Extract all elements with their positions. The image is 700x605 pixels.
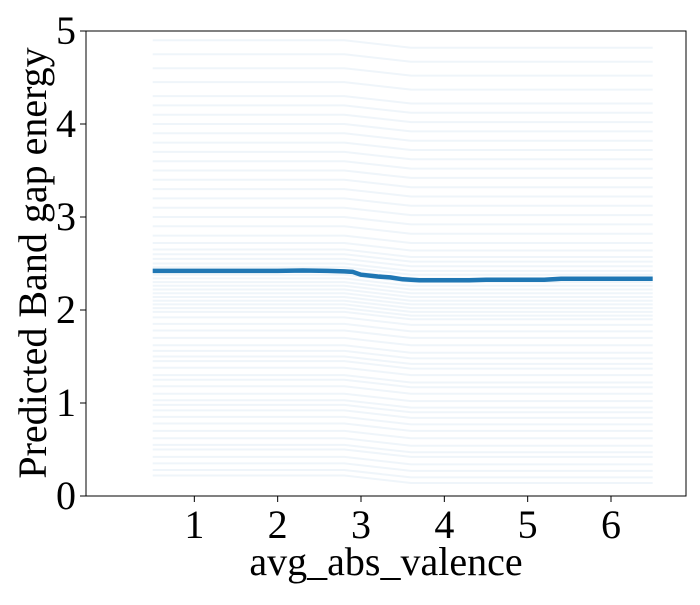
individual-line: [152, 366, 653, 377]
individual-line: [152, 429, 653, 440]
individual-line: [152, 81, 653, 91]
individual-line: [152, 322, 653, 333]
x-tick-label: 2: [268, 502, 288, 547]
individual-line: [152, 292, 653, 302]
individual-line: [152, 197, 653, 207]
individual-line: [152, 266, 653, 276]
individual-line: [152, 178, 653, 189]
individual-line: [152, 225, 653, 235]
average-line-layer: [152, 268, 653, 283]
individual-line: [152, 253, 653, 263]
ice-lines-layer: [152, 39, 653, 484]
x-tick-label: 5: [518, 502, 538, 547]
individual-line: [152, 150, 653, 161]
x-tick-label: 6: [601, 502, 621, 547]
x-tick-label: 1: [184, 502, 204, 547]
individual-line: [152, 349, 653, 360]
individual-line: [152, 95, 653, 105]
individual-line: [152, 462, 653, 472]
individual-line: [152, 281, 653, 291]
individual-line: [152, 242, 653, 252]
individual-line: [152, 257, 653, 268]
y-ticks-layer: 0 1 2 3 4 5: [56, 8, 86, 518]
y-tick-label: 3: [56, 194, 76, 239]
individual-line: [152, 374, 653, 384]
individual-line: [152, 329, 653, 339]
x-ticks-layer: 1 2 3 4 5 6: [184, 496, 621, 547]
individual-line: [152, 399, 653, 409]
individual-line: [152, 355, 653, 365]
individual-line: [152, 415, 653, 426]
individual-line: [152, 455, 653, 466]
y-tick-label: 4: [56, 101, 76, 146]
individual-line: [152, 160, 653, 170]
individual-line: [152, 360, 653, 370]
individual-line: [152, 303, 653, 313]
individual-line: [152, 437, 653, 447]
x-tick-label: 4: [434, 502, 454, 547]
y-tick-label: 5: [56, 8, 76, 53]
individual-line: [152, 67, 653, 77]
individual-line: [152, 448, 653, 458]
individual-line: [152, 216, 653, 226]
individual-line: [152, 113, 653, 124]
individual-line: [152, 385, 653, 395]
individual-line: [152, 132, 653, 142]
individual-line: [152, 169, 653, 179]
individual-line: [152, 403, 653, 414]
individual-line: [152, 443, 653, 454]
individual-line: [152, 392, 653, 403]
individual-line: [152, 307, 653, 317]
individual-line: [152, 234, 653, 244]
individual-line: [152, 206, 653, 217]
individual-line: [152, 422, 653, 432]
individual-line: [152, 299, 653, 310]
individual-line: [152, 188, 653, 198]
individual-line: [152, 310, 653, 321]
individual-line: [152, 474, 653, 484]
x-tick-label: 3: [351, 502, 371, 547]
individual-line: [152, 123, 653, 133]
individual-line: [152, 296, 653, 306]
individual-line: [152, 39, 653, 49]
individual-line: [152, 316, 653, 326]
individual-line: [152, 141, 653, 151]
x-axis-label: avg_abs_valence: [249, 539, 522, 584]
individual-line: [152, 284, 653, 295]
individual-line: [152, 288, 653, 298]
y-tick-label: 0: [56, 473, 76, 518]
average-line: [152, 268, 653, 283]
individual-line: [152, 344, 653, 354]
individual-line: [152, 409, 653, 419]
y-tick-label: 2: [56, 287, 76, 332]
individual-line: [152, 277, 653, 287]
individual-line: [152, 53, 653, 63]
y-tick-label: 1: [56, 380, 76, 425]
individual-line: [152, 378, 653, 389]
y-axis-label: Predicted Band gap energy: [10, 47, 55, 478]
plot-frame: [85, 30, 687, 497]
individual-line: [152, 104, 653, 114]
individual-line: [152, 469, 653, 479]
individual-line: [152, 336, 653, 347]
individual-line: [152, 248, 653, 258]
individual-line: [152, 262, 653, 272]
